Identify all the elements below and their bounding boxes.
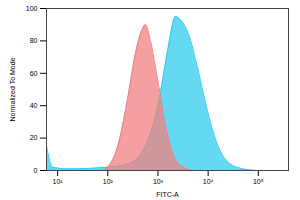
svg-text:FITC-A: FITC-A — [156, 191, 179, 198]
svg-text:Normalized To Mode: Normalized To Mode — [9, 57, 16, 121]
svg-text:10³: 10³ — [153, 178, 164, 185]
svg-text:0: 0 — [34, 167, 38, 174]
svg-text:10⁵: 10⁵ — [253, 178, 264, 185]
svg-text:40: 40 — [30, 102, 38, 109]
svg-text:60: 60 — [30, 70, 38, 77]
svg-text:100: 100 — [26, 5, 38, 12]
svg-text:20: 20 — [30, 134, 38, 141]
svg-text:80: 80 — [30, 37, 38, 44]
svg-text:10⁴: 10⁴ — [203, 178, 214, 185]
svg-text:10²: 10² — [103, 178, 114, 185]
svg-text:10¹: 10¹ — [53, 178, 64, 185]
